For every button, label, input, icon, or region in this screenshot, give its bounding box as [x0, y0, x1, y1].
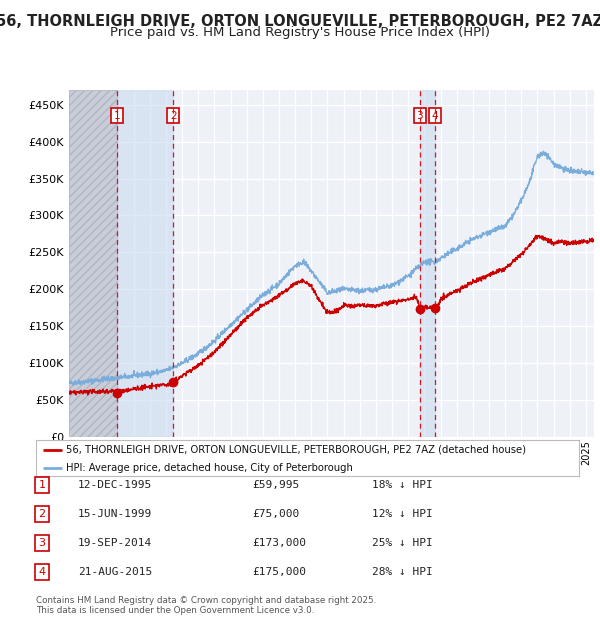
Text: Contains HM Land Registry data © Crown copyright and database right 2025.
This d: Contains HM Land Registry data © Crown c…: [36, 596, 376, 615]
Text: 1: 1: [38, 480, 46, 490]
Text: 4: 4: [431, 111, 438, 121]
Text: 3: 3: [416, 111, 423, 121]
Text: £175,000: £175,000: [252, 567, 306, 577]
Text: 56, THORNLEIGH DRIVE, ORTON LONGUEVILLE, PETERBOROUGH, PE2 7AZ (detached house): 56, THORNLEIGH DRIVE, ORTON LONGUEVILLE,…: [66, 445, 526, 455]
Text: 56, THORNLEIGH DRIVE, ORTON LONGUEVILLE, PETERBOROUGH, PE2 7AZ: 56, THORNLEIGH DRIVE, ORTON LONGUEVILLE,…: [0, 14, 600, 29]
Text: 12% ↓ HPI: 12% ↓ HPI: [372, 509, 433, 519]
Text: 1: 1: [113, 111, 120, 121]
Text: £75,000: £75,000: [252, 509, 299, 519]
Text: £59,995: £59,995: [252, 480, 299, 490]
Bar: [69, 90, 116, 437]
Text: 12-DEC-1995: 12-DEC-1995: [78, 480, 152, 490]
Bar: [116, 90, 173, 437]
Text: Price paid vs. HM Land Registry's House Price Index (HPI): Price paid vs. HM Land Registry's House …: [110, 26, 490, 39]
Bar: [420, 90, 435, 437]
Text: 18% ↓ HPI: 18% ↓ HPI: [372, 480, 433, 490]
Text: 2: 2: [38, 509, 46, 519]
Text: 3: 3: [38, 538, 46, 548]
Text: £173,000: £173,000: [252, 538, 306, 548]
Bar: [69, 90, 116, 437]
Text: 2: 2: [170, 111, 176, 121]
Text: 15-JUN-1999: 15-JUN-1999: [78, 509, 152, 519]
Text: 4: 4: [38, 567, 46, 577]
Text: 28% ↓ HPI: 28% ↓ HPI: [372, 567, 433, 577]
Text: 25% ↓ HPI: 25% ↓ HPI: [372, 538, 433, 548]
Text: HPI: Average price, detached house, City of Peterborough: HPI: Average price, detached house, City…: [66, 463, 353, 473]
Text: 19-SEP-2014: 19-SEP-2014: [78, 538, 152, 548]
Text: 21-AUG-2015: 21-AUG-2015: [78, 567, 152, 577]
